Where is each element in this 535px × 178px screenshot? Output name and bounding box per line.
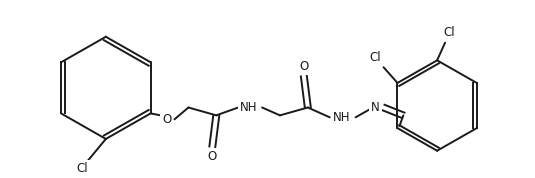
Text: Cl: Cl [370,51,381,64]
Text: O: O [208,150,217,163]
Text: NH: NH [333,111,350,124]
Text: NH: NH [239,101,257,114]
Text: O: O [299,60,309,73]
Text: Cl: Cl [76,162,88,175]
Text: Cl: Cl [443,26,455,39]
Text: N: N [371,101,380,114]
Text: O: O [162,113,171,126]
